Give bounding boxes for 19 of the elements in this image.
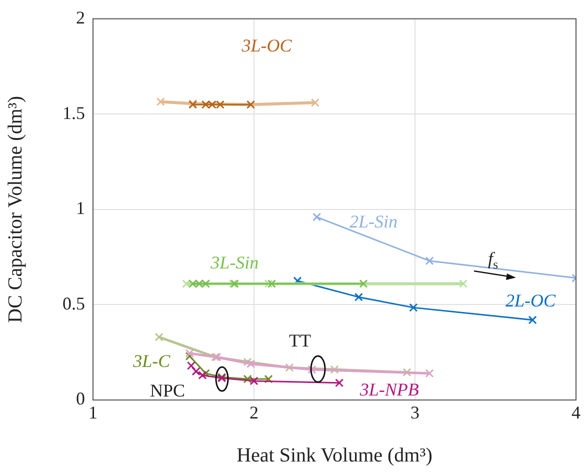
x-tick-label: 3 [410, 402, 420, 423]
series-label: 3L-C [132, 350, 172, 371]
annotation: TT [289, 330, 312, 351]
y-tick-label: 0 [76, 388, 85, 409]
x-tick-label: 2 [250, 402, 258, 423]
text: 3L-OC [240, 35, 293, 56]
y-tick-label: 1.5 [62, 102, 85, 123]
y-tick-label: 1 [76, 198, 85, 218]
series-label: 3L-Sin [210, 252, 259, 272]
series-label: 2L-Sin [349, 212, 398, 232]
y-axis-title: DC Capacitor Volume (dm³) [4, 96, 26, 323]
x-tick-label: 4 [572, 402, 580, 423]
x-tick-label: 1 [88, 402, 98, 423]
series-label: 3L-NPB [358, 380, 419, 400]
annotation: NPC [150, 380, 185, 401]
y-tick-label: 2 [76, 8, 85, 28]
series-label: 2L-OC [506, 290, 557, 311]
y-tick-label: 0.5 [62, 293, 85, 314]
x-axis-title: Heat Sink Volume (dm³) [236, 444, 432, 466]
